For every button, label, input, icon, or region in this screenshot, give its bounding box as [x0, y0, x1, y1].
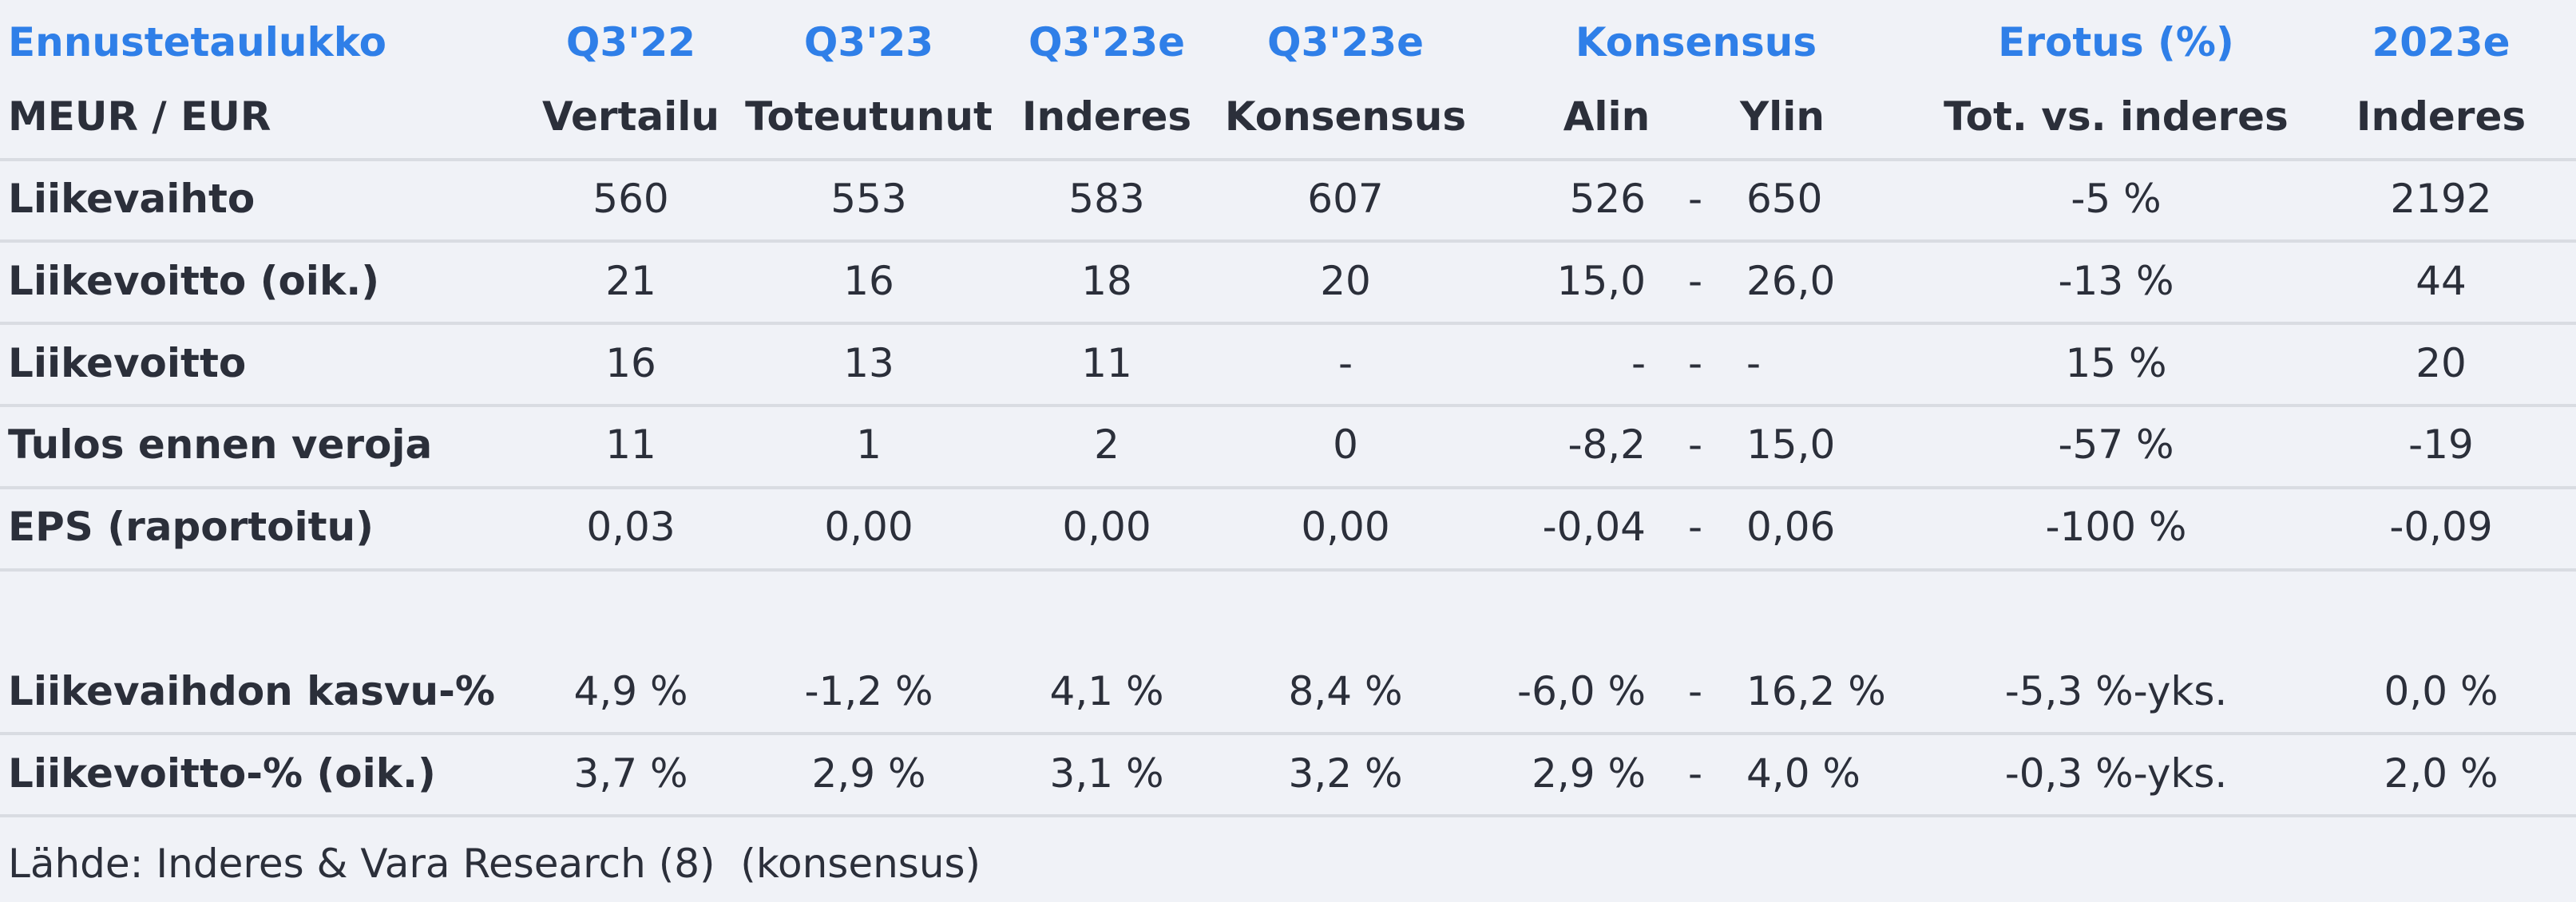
subheader-cell: Alin: [1563, 93, 1651, 140]
value-cell: 20: [1320, 258, 1371, 304]
source-note: Lähde: Inderes & Vara Research (8) (kons…: [8, 841, 981, 887]
value-cell: -100 %: [2045, 504, 2187, 550]
value-cell: 0: [1333, 421, 1358, 468]
value-cell: -19: [2408, 421, 2474, 468]
row-divider: [0, 486, 2576, 489]
value-cell: 16: [605, 340, 656, 386]
row-label: Liikevaihdon kasvu-%: [8, 668, 495, 714]
value-cell: 3,2 %: [1288, 750, 1403, 797]
row-divider: [0, 158, 2576, 161]
value-cell: -: [1338, 340, 1353, 386]
value-cell: 26,0: [1746, 258, 1836, 304]
value-cell: 583: [1068, 176, 1145, 222]
subheader-cell: Ylin: [1739, 93, 1825, 140]
row-divider: [0, 404, 2576, 407]
row-divider: [0, 732, 2576, 735]
value-cell: 4,9 %: [573, 668, 688, 714]
value-cell: 44: [2415, 258, 2467, 304]
value-cell: 650: [1746, 176, 1823, 222]
value-cell: 3,1 %: [1049, 750, 1164, 797]
header-cell: Q3'23e: [1028, 19, 1186, 65]
value-cell: -: [1687, 668, 1703, 714]
row-label: EPS (raportoitu): [8, 504, 375, 550]
value-cell: 4,1 %: [1049, 668, 1164, 714]
value-cell: -0,09: [2389, 504, 2493, 550]
row-label: Liikevoitto: [8, 340, 247, 386]
subheader-cell: Toteutunut: [745, 93, 993, 140]
value-cell: -: [1631, 340, 1646, 386]
value-cell: 18: [1081, 258, 1132, 304]
value-cell: 0,00: [1301, 504, 1390, 550]
row-divider: [0, 814, 2576, 817]
row-label: Liikevaihto: [8, 176, 256, 222]
subheader-cell: Inderes: [1021, 93, 1192, 140]
value-cell: 20: [2415, 340, 2467, 386]
header-cell: Konsensus: [1575, 19, 1817, 65]
value-cell: 1: [856, 421, 882, 468]
header-cell: 2023e: [2372, 19, 2511, 65]
value-cell: 15,0: [1746, 421, 1836, 468]
value-cell: 21: [605, 258, 656, 304]
row-label: Liikevoitto (oik.): [8, 258, 380, 304]
value-cell: 0,00: [824, 504, 913, 550]
row-divider: [0, 239, 2576, 243]
value-cell: -1,2 %: [804, 668, 933, 714]
value-cell: -: [1687, 421, 1703, 468]
value-cell: -0,3 %-yks.: [2004, 750, 2228, 797]
value-cell: 0,06: [1746, 504, 1836, 550]
value-cell: -: [1687, 750, 1703, 797]
value-cell: -: [1687, 258, 1703, 304]
subheader-cell: MEUR / EUR: [8, 93, 271, 140]
header-cell: Q3'22: [565, 19, 696, 65]
row-label: Tulos ennen veroja: [8, 421, 433, 468]
value-cell: 553: [830, 176, 907, 222]
value-cell: 11: [605, 421, 656, 468]
value-cell: 3,7 %: [573, 750, 688, 797]
value-cell: 560: [592, 176, 669, 222]
value-cell: 16: [843, 258, 894, 304]
value-cell: -: [1687, 340, 1703, 386]
header-cell: Q3'23: [803, 19, 934, 65]
value-cell: -8,2: [1567, 421, 1646, 468]
value-cell: -57 %: [2058, 421, 2174, 468]
header-cell: Erotus (%): [1998, 19, 2234, 65]
value-cell: -5 %: [2071, 176, 2162, 222]
row-divider: [0, 568, 2576, 572]
header-cell: Q3'23e: [1266, 19, 1425, 65]
value-cell: 2192: [2390, 176, 2492, 222]
value-cell: 607: [1307, 176, 1384, 222]
value-cell: 0,00: [1062, 504, 1151, 550]
value-cell: 2,9 %: [1532, 750, 1646, 797]
subheader-cell: Konsensus: [1224, 93, 1467, 140]
value-cell: -6,0 %: [1517, 668, 1646, 714]
value-cell: 4,0 %: [1746, 750, 1861, 797]
value-cell: 13: [843, 340, 894, 386]
value-cell: 15 %: [2065, 340, 2167, 386]
value-cell: 0,03: [586, 504, 676, 550]
subheader-cell: Vertailu: [541, 93, 720, 140]
subheader-cell: Tot. vs. inderes: [1944, 93, 2289, 140]
value-cell: -: [1687, 504, 1703, 550]
value-cell: 2,0 %: [2384, 750, 2499, 797]
row-label: Liikevoitto-% (oik.): [8, 750, 436, 797]
value-cell: 16,2 %: [1746, 668, 1886, 714]
row-divider: [0, 322, 2576, 325]
header-cell: Ennustetaulukko: [8, 19, 386, 65]
value-cell: 2,9 %: [811, 750, 926, 797]
value-cell: -0,04: [1542, 504, 1646, 550]
value-cell: -13 %: [2058, 258, 2174, 304]
value-cell: -5,3 %-yks.: [2004, 668, 2228, 714]
value-cell: 0,0 %: [2384, 668, 2499, 714]
value-cell: 2: [1094, 421, 1120, 468]
value-cell: -: [1687, 176, 1703, 222]
value-cell: 11: [1081, 340, 1132, 386]
value-cell: 15,0: [1556, 258, 1646, 304]
value-cell: -: [1746, 340, 1762, 386]
value-cell: 8,4 %: [1288, 668, 1403, 714]
subheader-cell: Inderes: [2356, 93, 2526, 140]
value-cell: 526: [1569, 176, 1646, 222]
